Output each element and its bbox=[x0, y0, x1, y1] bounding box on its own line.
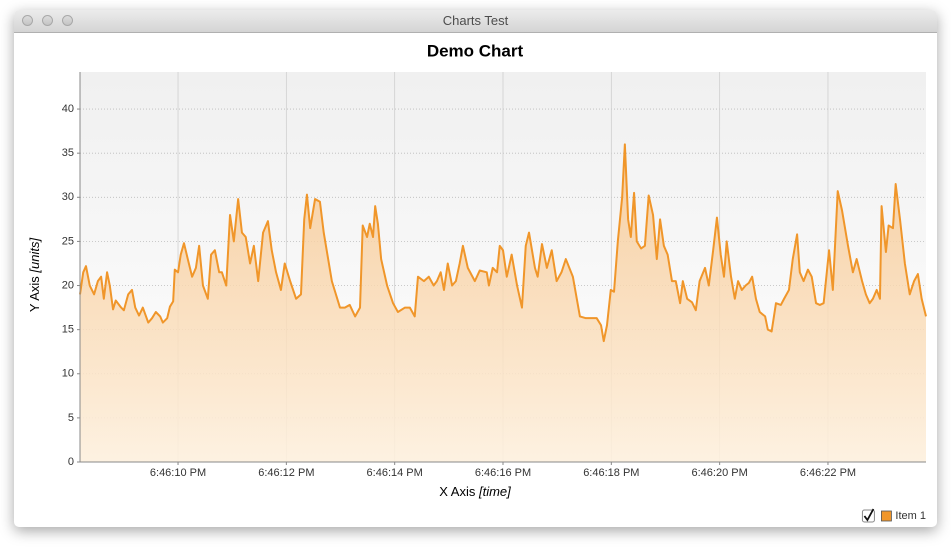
legend-item: Item 1 bbox=[861, 508, 926, 523]
x-axis-unit: [time] bbox=[478, 484, 511, 499]
x-tick-label: 6:46:16 PM bbox=[475, 467, 531, 479]
series-line bbox=[79, 143, 927, 343]
minimize-button[interactable] bbox=[42, 15, 53, 26]
zoom-button[interactable] bbox=[62, 15, 73, 26]
x-axis-label: X Axis [time] bbox=[439, 484, 511, 499]
y-tick-label: 15 bbox=[62, 324, 74, 336]
close-button[interactable] bbox=[22, 15, 33, 26]
area-fill bbox=[80, 144, 926, 462]
legend-label: Item 1 bbox=[895, 510, 926, 522]
y-tick-label: 40 bbox=[62, 103, 74, 115]
y-tick-label: 5 bbox=[68, 412, 74, 424]
x-axis-name: X Axis bbox=[439, 484, 476, 499]
x-tick-label: 6:46:20 PM bbox=[692, 467, 748, 479]
y-tick-label: 20 bbox=[62, 279, 74, 291]
title-bar: Charts Test bbox=[14, 10, 937, 33]
x-tick-label: 6:46:22 PM bbox=[800, 467, 856, 479]
x-tick-label: 6:46:10 PM bbox=[150, 467, 206, 479]
chart-title: Demo Chart bbox=[427, 41, 524, 60]
x-tick-label: 6:46:14 PM bbox=[367, 467, 423, 479]
window-title: Charts Test bbox=[442, 13, 509, 28]
y-axis-name: Y Axis bbox=[27, 276, 42, 312]
y-axis-label: Y Axis [units] bbox=[27, 238, 42, 313]
legend-swatch bbox=[881, 510, 892, 522]
y-tick-label: 35 bbox=[62, 147, 74, 159]
y-tick-label: 10 bbox=[62, 368, 74, 380]
legend-checkmark[interactable] bbox=[863, 508, 875, 522]
y-tick-label: 25 bbox=[62, 235, 74, 247]
y-tick-label: 30 bbox=[62, 191, 74, 203]
y-axis-unit: [units] bbox=[27, 238, 42, 274]
y-tick-label: 0 bbox=[68, 456, 74, 468]
x-tick-label: 6:46:18 PM bbox=[583, 467, 639, 479]
x-tick-label: 6:46:12 PM bbox=[258, 467, 314, 479]
